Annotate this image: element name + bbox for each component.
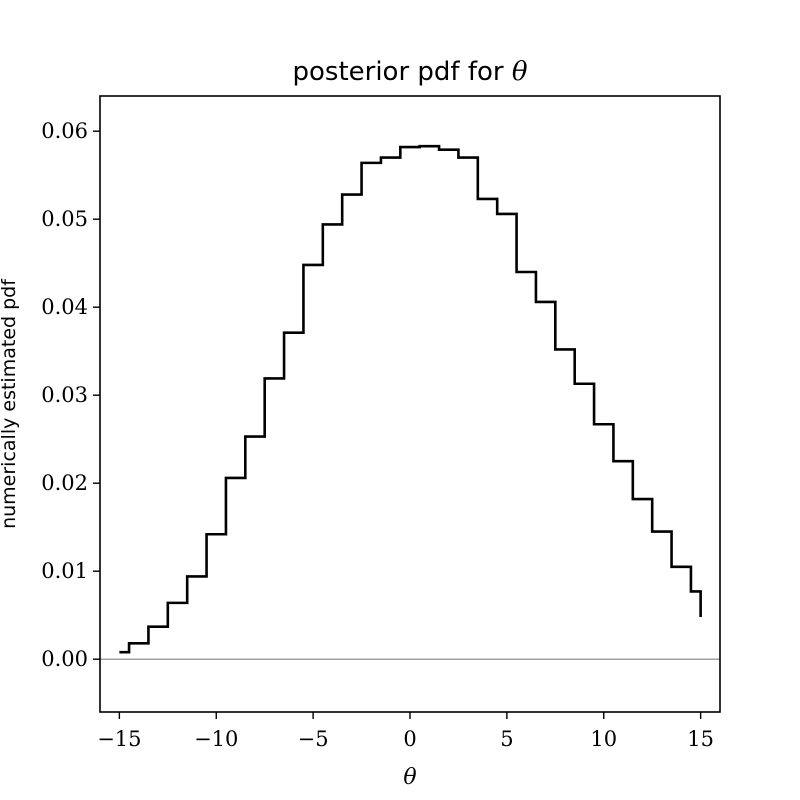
y-tick-label: 0.06	[41, 119, 88, 143]
x-tick-label: 15	[687, 727, 714, 751]
y-tick-label: 0.05	[41, 207, 88, 231]
y-axis-label: numerically estimated pdf	[0, 278, 20, 529]
x-tick-label: −10	[194, 727, 238, 751]
x-tick-label: 10	[590, 727, 617, 751]
y-tick-label: 0.02	[41, 471, 88, 495]
x-axis-label: θ	[403, 765, 416, 790]
axes-frame	[99, 95, 721, 713]
y-tick-label: 0.03	[41, 383, 88, 407]
y-tick-label: 0.01	[41, 559, 88, 583]
y-tick-label: 0.00	[41, 647, 88, 671]
chart-title: posterior pdf for θ	[292, 57, 527, 87]
histogram-step-line	[119, 144, 702, 654]
y-tick-label: 0.04	[41, 295, 88, 319]
x-tick-label: −5	[298, 727, 329, 751]
x-tick-label: 5	[500, 727, 513, 751]
x-tick-label: 0	[403, 727, 416, 751]
chart-title-symbol: θ	[512, 57, 528, 87]
plot-area: −15 −10 −5 0 5 10 15 0.00 0.01 0.02 0.03 0.04 0.05 0.…	[41, 95, 721, 751]
chart-title-text: posterior pdf for	[292, 57, 511, 87]
x-tick-label: −15	[97, 727, 141, 751]
